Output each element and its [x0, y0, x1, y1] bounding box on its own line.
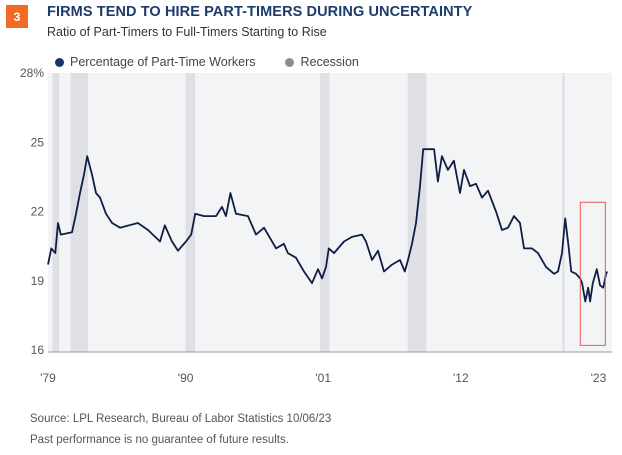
legend-label: Percentage of Part-Time Workers — [70, 55, 256, 69]
chart-number-badge: 3 — [6, 5, 28, 28]
legend: Percentage of Part-Time Workers Recessio… — [55, 55, 359, 69]
x-tick-label: '79 — [40, 371, 56, 385]
y-tick-label: 28% — [20, 66, 44, 80]
legend-item-part-time: Percentage of Part-Time Workers — [55, 55, 255, 69]
y-tick-label: 25 — [31, 135, 45, 149]
recession-band — [562, 73, 565, 352]
x-tick-label: '23 — [591, 371, 607, 385]
recession-band — [70, 73, 89, 352]
disclaimer: Past performance is no guarantee of futu… — [30, 434, 289, 446]
chart-subtitle: Ratio of Part-Timers to Full-Timers Star… — [47, 25, 327, 39]
legend-label: Recession — [300, 55, 359, 69]
legend-item-recession: Recession — [285, 55, 359, 69]
source-note: Source: LPL Research, Bureau of Labor St… — [30, 413, 332, 425]
legend-dot-icon — [285, 57, 295, 67]
chart-title: FIRMS TEND TO HIRE PART-TIMERS DURING UN… — [47, 4, 473, 20]
x-tick-label: '90 — [178, 371, 194, 385]
x-tick-label: '12 — [453, 371, 469, 385]
highlight-box — [579, 201, 606, 346]
legend-dot-icon — [55, 57, 64, 67]
plot-area — [48, 73, 612, 352]
series-line-part-time-workers — [47, 148, 609, 303]
x-tick-label: '01 — [315, 371, 331, 385]
recession-band — [52, 73, 60, 352]
recession-band — [320, 73, 330, 352]
recession-band — [185, 73, 195, 352]
line-chart: 28% 25 22 19 16 '79 '90 '01 '12 '23 — [20, 66, 612, 385]
y-tick-label: 22 — [31, 205, 45, 219]
y-tick-label: 16 — [31, 343, 45, 357]
y-tick-label: 19 — [31, 274, 45, 288]
